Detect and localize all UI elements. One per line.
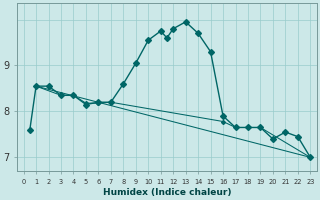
X-axis label: Humidex (Indice chaleur): Humidex (Indice chaleur) (103, 188, 231, 197)
